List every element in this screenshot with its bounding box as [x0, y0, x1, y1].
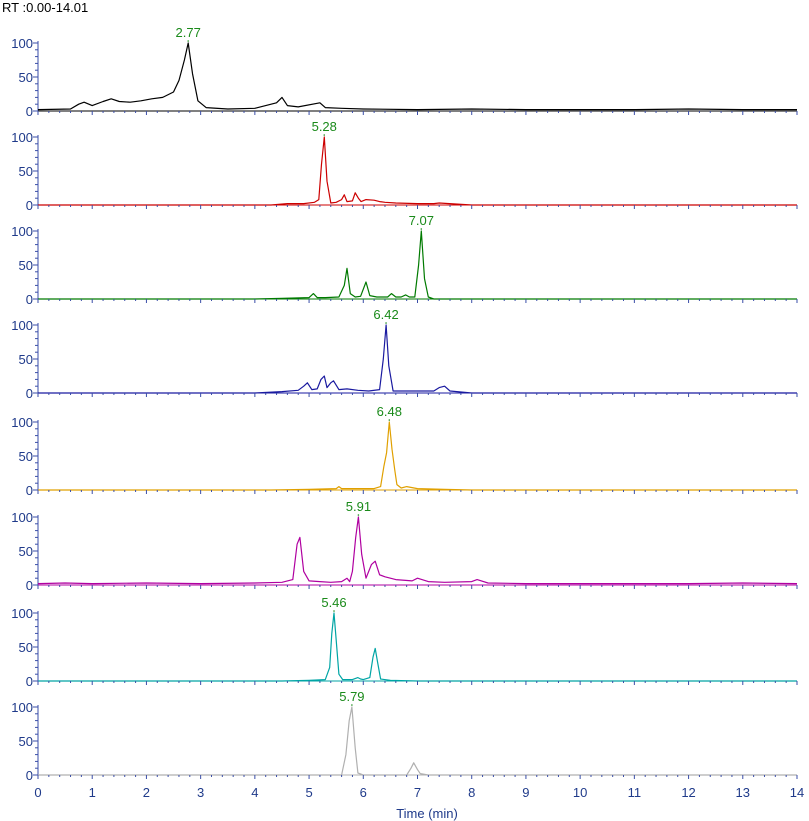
y-tick-label: 100 — [11, 606, 33, 621]
y-tick-label: 50 — [19, 352, 33, 367]
peak-marker — [420, 228, 423, 230]
y-tick-label: 0 — [26, 386, 33, 401]
x-tick-label: 6 — [360, 785, 367, 800]
panel-3: 0 50 100 7.07 — [11, 213, 798, 307]
y-tick-label: 100 — [11, 415, 33, 430]
series-line — [38, 136, 797, 206]
series-line — [38, 706, 797, 776]
y-tick-label: 50 — [19, 164, 33, 179]
peak-label: 6.48 — [377, 404, 402, 419]
y-tick-label: 0 — [26, 483, 33, 498]
peak-marker — [333, 610, 335, 612]
peak-marker — [385, 322, 387, 324]
y-tick-label: 100 — [11, 36, 33, 51]
x-tick-label: 3 — [197, 785, 204, 800]
peak-marker — [187, 40, 189, 42]
panel-6: 0 50 100 5.91 — [11, 499, 798, 593]
x-tick-label: 0 — [34, 785, 41, 800]
panel-7: 0 50 100 5.46 — [11, 595, 798, 689]
peak-label: 6.42 — [373, 307, 398, 322]
series-line — [38, 230, 797, 300]
series-line — [38, 612, 797, 682]
peak-marker — [357, 514, 360, 516]
x-tick-label: 1 — [89, 785, 96, 800]
y-tick-label: 0 — [26, 198, 33, 213]
x-axis-label: Time (min) — [396, 806, 458, 821]
y-tick-label: 50 — [19, 544, 33, 559]
x-tick-label: 9 — [522, 785, 529, 800]
series-line — [38, 421, 797, 491]
series-line — [37, 516, 798, 585]
rt-range-label: RT :0.00-14.01 — [2, 0, 89, 15]
peak-label: 5.79 — [339, 689, 364, 704]
peak-label: 2.77 — [176, 25, 201, 40]
y-tick-label: 0 — [26, 292, 33, 307]
x-tick-label: 2 — [143, 785, 150, 800]
y-tick-label: 100 — [11, 224, 33, 239]
x-tick-label: 8 — [468, 785, 475, 800]
panel-8: 0 50 100 5.79 — [11, 689, 798, 783]
y-tick-label: 100 — [11, 700, 33, 715]
x-axis: 0 1 2 3 4 5 6 7 8 9 10 11 12 13 14 — [34, 785, 804, 800]
x-tick-label: 12 — [681, 785, 695, 800]
x-tick-label: 13 — [736, 785, 750, 800]
y-tick-label: 100 — [11, 510, 33, 525]
panel-2: 0 50 100 5.28 — [11, 119, 798, 213]
y-tick-label: 0 — [26, 578, 33, 593]
y-tick-label: 50 — [19, 449, 33, 464]
series-line — [38, 324, 797, 394]
peak-label: 5.46 — [321, 595, 346, 610]
panel-1: 0 50 100 2.77 — [11, 25, 798, 119]
y-tick-label: 0 — [26, 768, 33, 783]
y-tick-label: 50 — [19, 70, 33, 85]
x-tick-label: 5 — [305, 785, 312, 800]
peak-marker — [388, 419, 391, 421]
y-tick-label: 50 — [19, 734, 33, 749]
x-tick-label: 14 — [790, 785, 804, 800]
y-tick-label: 50 — [19, 258, 33, 273]
y-tick-label: 50 — [19, 640, 33, 655]
chromatogram-panels: 0 50 100 2.77 0 50 100 5.28 0 50 100 7.07 0 50 100 6.42… — [11, 25, 798, 783]
y-tick-label: 0 — [26, 674, 33, 689]
peak-label: 7.07 — [409, 213, 434, 228]
peak-marker — [323, 134, 326, 136]
y-tick-label: 0 — [26, 104, 33, 119]
x-tick-label: 4 — [251, 785, 258, 800]
x-tick-label: 11 — [628, 785, 642, 800]
x-tick-label: 7 — [414, 785, 421, 800]
x-tick-label: 10 — [573, 785, 587, 800]
y-tick-label: 100 — [11, 318, 33, 333]
peak-label: 5.28 — [312, 119, 337, 134]
series-line — [37, 42, 797, 111]
panel-4: 0 50 100 6.42 — [11, 307, 798, 401]
peak-label: 5.91 — [346, 499, 371, 514]
panel-5: 0 50 100 6.48 — [11, 404, 798, 498]
y-tick-label: 100 — [11, 130, 33, 145]
peak-marker — [351, 704, 353, 706]
